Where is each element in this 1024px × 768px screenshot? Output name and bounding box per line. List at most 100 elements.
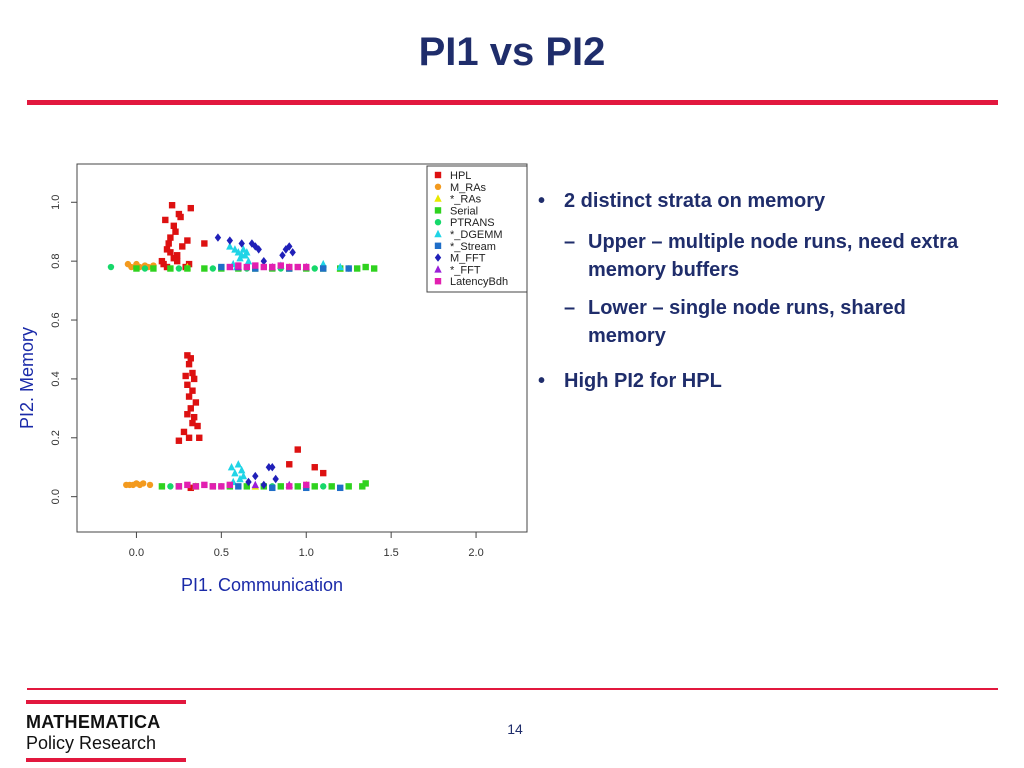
data-point-ptrans [175, 265, 183, 272]
x-tick-label: 1.0 [299, 547, 314, 559]
data-point-ptrans [209, 265, 217, 272]
data-point-hpl [163, 246, 171, 253]
bullet-text: 2 distinct strata on memory [564, 190, 826, 212]
data-point-hpl [184, 381, 191, 388]
data-point-m-fft [252, 471, 259, 481]
data-point-hpl [163, 263, 171, 271]
data-point-hpl [320, 469, 327, 477]
bullet-list: • 2 distinct strata on memory – Upper – … [538, 188, 978, 408]
data-point-latencybdh [226, 481, 234, 489]
legend-marker [434, 219, 442, 226]
data-point-serial [158, 483, 166, 490]
data-point-dgemm [239, 245, 248, 253]
data-point-dgemm [226, 242, 234, 250]
data-point-serial [370, 265, 378, 272]
legend-entry: Serial [450, 205, 478, 217]
data-point-latencybdh [303, 263, 310, 271]
data-point-dgemm [238, 465, 246, 474]
data-point-serial [184, 265, 191, 272]
bullet-dot-icon: • [538, 370, 546, 392]
data-point-hpl [187, 204, 194, 212]
x-tick-label: 2.0 [468, 547, 483, 559]
data-point-dgemm [236, 474, 244, 483]
data-point-hpl [286, 461, 293, 468]
data-point-serial [294, 483, 301, 490]
data-point-latencybdh [192, 483, 200, 490]
data-point-m-fft [238, 239, 245, 248]
legend-entry: PTRANS [450, 217, 495, 229]
data-point-latencybdh [184, 481, 191, 489]
bullet-text: High PI2 for HPL [564, 370, 722, 392]
data-point-m-fft [214, 233, 222, 242]
data-point-hpl [160, 260, 167, 268]
data-point-m-fft [260, 256, 267, 266]
data-point-hpl [196, 434, 203, 441]
data-point-hpl [185, 434, 193, 441]
data-point-latencybdh [286, 263, 293, 271]
data-point-hpl [167, 234, 174, 241]
data-point-stream [218, 263, 225, 271]
data-point-dgemm [243, 248, 251, 256]
data-point-m-fft [279, 251, 286, 260]
data-point-latencybdh [235, 262, 242, 269]
data-point-hpl [170, 222, 177, 230]
legend-marker [434, 207, 442, 214]
data-point-hpl [165, 240, 172, 247]
data-point-hpl [185, 360, 193, 368]
legend-marker [434, 242, 442, 249]
y-axis-label: PI2. Memory [17, 327, 37, 429]
data-point-hpl [172, 228, 179, 235]
x-tick-label: 0.5 [214, 547, 229, 559]
legend-entry: *_FFT [450, 264, 481, 276]
logo-bar [26, 758, 186, 762]
data-point-hpl [184, 352, 191, 359]
data-point-m-ras [140, 480, 147, 487]
data-point-hpl [189, 419, 196, 427]
data-point-hpl [201, 240, 208, 247]
data-point-hpl [175, 437, 183, 444]
legend-marker [434, 171, 442, 179]
y-tick-label: 0.8 [50, 254, 62, 269]
data-point-ptrans [167, 483, 174, 490]
data-point-serial [359, 483, 366, 490]
data-point-serial [243, 483, 251, 490]
data-point-hpl [187, 484, 194, 492]
data-point-hpl [168, 202, 176, 209]
data-point-serial [362, 263, 369, 271]
sub-bullet-item: – Upper – multiple node runs, need extra… [538, 228, 978, 284]
data-point-ptrans [311, 265, 318, 272]
data-point-latencybdh [175, 483, 183, 490]
data-point-hpl [189, 387, 196, 394]
data-point-latencybdh [226, 263, 234, 271]
dash-icon: – [564, 231, 576, 253]
data-point-serial [277, 483, 284, 490]
legend-box [426, 165, 528, 293]
data-point-latencybdh [252, 262, 259, 269]
data-point-hpl [173, 252, 181, 259]
data-point-m-fft [269, 463, 276, 472]
data-point-m-fft [282, 245, 290, 254]
data-point-serial [362, 480, 369, 487]
data-point-dgemm [234, 460, 243, 468]
data-point-serial [133, 265, 140, 272]
scatter-plot: 0.0 0.5 1.0 1.5 2.0 0.0 0.2 0.4 0.6 0.8 1.0 PI1. Co… [10, 155, 535, 600]
plot-frame [76, 163, 528, 533]
data-point-hpl [170, 255, 177, 262]
data-point-serial [150, 265, 157, 272]
data-point-dgemm [239, 471, 248, 480]
legend-entry: *_Stream [450, 241, 496, 253]
data-point-hpl [162, 216, 169, 224]
data-point-m-fft [245, 477, 252, 487]
page-number: 14 [507, 721, 523, 737]
legend-marker [434, 194, 442, 202]
data-point-stream [235, 483, 242, 490]
data-point-dgemm [231, 245, 239, 253]
data-point-latencybdh [243, 263, 251, 271]
data-point-hpl [192, 399, 200, 406]
mathematica-logo: MATHEMATICA Policy Research [26, 700, 186, 762]
sub-bullet-text: Lower – single node runs, shared memory [588, 297, 906, 347]
data-point-hpl [190, 375, 198, 383]
data-point-dgemm [234, 248, 243, 256]
data-point-hpl [177, 213, 184, 221]
slide-title: PI1 vs PI2 [418, 30, 606, 74]
